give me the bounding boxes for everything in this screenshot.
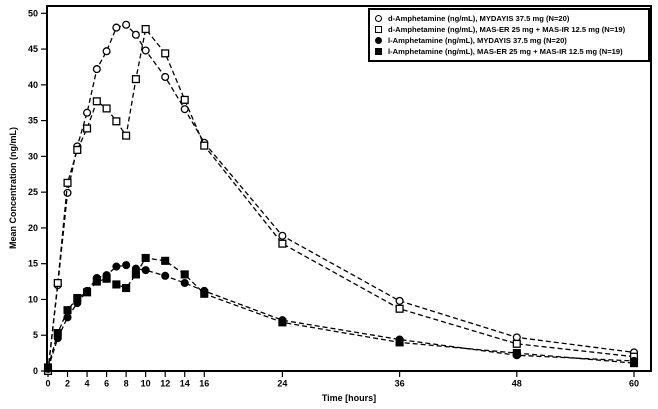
- y-tick-label: 5: [33, 330, 38, 340]
- data-point: [92, 65, 101, 74]
- y-tick-label: 20: [28, 223, 38, 233]
- data-point: [395, 338, 404, 347]
- data-point: [112, 117, 121, 126]
- y-tick-label: 40: [28, 80, 38, 90]
- x-tick-label: 48: [512, 379, 522, 389]
- x-tick-label: 36: [395, 379, 405, 389]
- y-tick-label: 45: [28, 44, 38, 54]
- data-point: [180, 105, 189, 114]
- y-tick-label: 50: [28, 8, 38, 18]
- data-point: [278, 231, 287, 240]
- data-point: [141, 24, 150, 34]
- data-point: [512, 339, 521, 348]
- data-point: [122, 261, 131, 270]
- data-point: [63, 313, 72, 322]
- data-point: [43, 363, 53, 372]
- filled-circle-icon: [375, 37, 382, 44]
- x-tick-label: 2: [65, 379, 70, 389]
- data-point: [83, 108, 92, 117]
- y-tick-label: 30: [28, 151, 38, 161]
- data-point: [122, 131, 131, 140]
- y-tick-label: 25: [28, 187, 38, 197]
- data-point: [102, 104, 111, 113]
- legend-item-label: l-Amphetamine (ng/mL), MAS-ER 25 mg + MA…: [388, 47, 623, 56]
- data-point: [53, 278, 62, 288]
- open-square-icon: [375, 26, 382, 33]
- data-point: [629, 359, 639, 368]
- legend: d-Amphetamine (ng/mL), MYDAYIS 37.5 mg (…: [368, 8, 650, 62]
- data-point: [102, 47, 111, 56]
- data-point: [278, 318, 287, 327]
- data-point: [395, 304, 404, 313]
- data-point: [53, 329, 62, 338]
- legend-item: d-Amphetamine (ng/mL), MYDAYIS 37.5 mg (…: [375, 13, 643, 24]
- legend-item: l-Amphetamine (ng/mL), MAS-ER 25 mg + MA…: [375, 46, 643, 57]
- data-point: [73, 145, 82, 154]
- data-point: [161, 271, 170, 280]
- data-point: [122, 20, 131, 29]
- data-point: [141, 46, 150, 55]
- x-tick-label: 4: [85, 379, 90, 389]
- open-circle-icon: [375, 15, 382, 22]
- x-tick-label: 16: [199, 379, 209, 389]
- x-tick-label: 8: [124, 379, 129, 389]
- data-point: [161, 49, 170, 58]
- x-tick-label: 0: [45, 379, 50, 389]
- x-tick-label: 6: [104, 379, 109, 389]
- filled-square-icon: [375, 48, 382, 55]
- x-tick-label: 14: [180, 379, 190, 389]
- data-point: [102, 274, 111, 283]
- legend-item-label: d-Amphetamine (ng/mL), MAS-ER 25 mg + MA…: [388, 25, 626, 34]
- x-tick-label: 12: [160, 379, 170, 389]
- data-point: [180, 270, 189, 279]
- data-point: [73, 293, 82, 303]
- x-tick-label: 24: [277, 379, 287, 389]
- y-tick-label: 35: [28, 116, 38, 126]
- series-line: [47, 264, 635, 370]
- data-point: [92, 277, 101, 286]
- data-point: [161, 256, 170, 265]
- legend-item: l-Amphetamine (ng/mL), MYDAYIS 37.5 mg (…: [375, 35, 643, 46]
- data-point: [278, 239, 287, 248]
- data-point: [112, 23, 121, 32]
- x-tick-label: 10: [141, 379, 151, 389]
- data-point: [131, 270, 140, 279]
- data-point: [83, 124, 92, 133]
- data-point: [83, 288, 92, 297]
- data-point: [63, 178, 72, 187]
- x-axis-label: Time [hours]: [321, 393, 377, 403]
- data-point: [512, 333, 521, 342]
- y-tick-label: 0: [33, 366, 38, 376]
- data-point: [200, 289, 209, 298]
- y-axis-label: Mean Concentration (ng/mL): [8, 127, 18, 249]
- y-tick-label: 15: [28, 259, 38, 269]
- legend-item-label: d-Amphetamine (ng/mL), MYDAYIS 37.5 mg (…: [388, 14, 570, 23]
- data-point: [63, 306, 72, 315]
- legend-item: d-Amphetamine (ng/mL), MAS-ER 25 mg + MA…: [375, 24, 643, 35]
- data-point: [131, 30, 140, 39]
- data-point: [112, 280, 121, 289]
- data-point: [180, 95, 189, 104]
- data-point: [63, 188, 72, 197]
- y-tick-label: 10: [28, 294, 38, 304]
- data-point: [200, 141, 209, 150]
- data-point: [161, 72, 170, 82]
- data-point: [92, 97, 101, 106]
- data-point: [512, 349, 521, 358]
- data-point: [141, 253, 150, 263]
- data-point: [395, 296, 404, 305]
- x-tick-label: 60: [629, 379, 639, 389]
- data-point: [180, 278, 189, 288]
- plot-border: [46, 5, 652, 372]
- legend-item-label: l-Amphetamine (ng/mL), MYDAYIS 37.5 mg (…: [388, 36, 567, 45]
- data-point: [122, 283, 131, 293]
- data-point: [112, 262, 121, 271]
- data-point: [141, 266, 150, 275]
- data-point: [131, 75, 140, 84]
- series-line: [47, 27, 635, 372]
